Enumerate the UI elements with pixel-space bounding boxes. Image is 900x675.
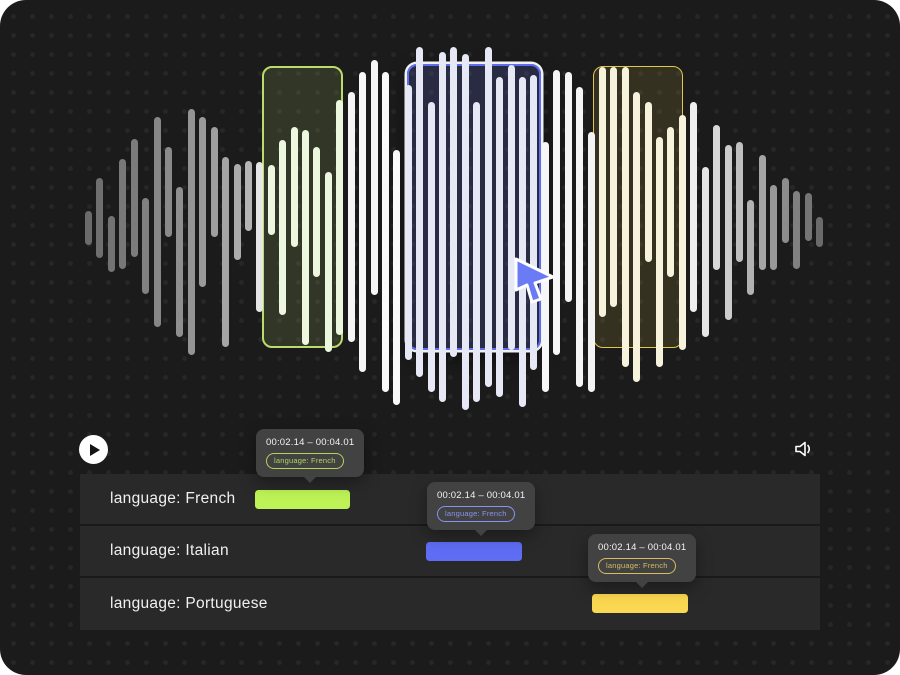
waveform-bar xyxy=(461,54,469,410)
track-label: language: French xyxy=(110,490,236,507)
waveform-bar xyxy=(290,127,298,247)
waveform-bar xyxy=(587,132,595,392)
waveform-bar xyxy=(598,67,606,317)
waveform-bar xyxy=(381,72,389,392)
waveform-bar xyxy=(690,102,698,312)
track-label: language: Italian xyxy=(110,542,229,559)
waveform-bar xyxy=(164,147,172,237)
waveform-bar xyxy=(153,117,161,327)
waveform-bar xyxy=(621,67,629,367)
waveform-bar xyxy=(416,47,424,377)
segment-tooltip-portuguese: 00:02.14 – 00:04.01 language: French xyxy=(588,534,697,582)
waveform-bar xyxy=(519,77,526,407)
waveform-bar xyxy=(633,92,641,382)
waveform-bar xyxy=(233,164,241,260)
waveform-bar xyxy=(701,167,709,337)
waveform-bar xyxy=(176,187,184,337)
waveform-bar xyxy=(507,64,515,350)
segment-bar-french[interactable] xyxy=(255,490,350,509)
waveform-bar xyxy=(244,161,252,231)
waveform-bar xyxy=(770,184,778,270)
waveform-bar xyxy=(336,99,344,335)
waveform-bar xyxy=(496,77,504,397)
waveform-bar xyxy=(793,191,800,269)
waveform-bar xyxy=(85,211,92,245)
waveform-bar xyxy=(530,74,538,370)
waveform-bar xyxy=(576,87,584,387)
track-row-italian[interactable]: language: Italian xyxy=(80,526,820,578)
tooltip-time-range: 00:02.14 – 00:04.01 xyxy=(266,437,355,448)
waveform-bar xyxy=(564,72,572,302)
waveform-bar xyxy=(302,129,309,345)
waveform-bar xyxy=(815,217,823,247)
tooltip-language-chip: language: French xyxy=(598,558,676,574)
waveform-bar xyxy=(713,124,721,270)
waveform-bar xyxy=(644,102,652,262)
waveform-bar xyxy=(678,114,686,350)
waveform-bar xyxy=(656,137,663,367)
waveform-bar xyxy=(267,165,275,235)
waveform-bar xyxy=(747,199,755,295)
tooltip-time-range: 00:02.14 – 00:04.01 xyxy=(598,542,687,553)
volume-icon[interactable] xyxy=(792,437,816,466)
segment-tooltip-french: 00:02.14 – 00:04.01 language: French xyxy=(256,429,365,477)
waveform-bar xyxy=(347,92,355,342)
waveform-bar xyxy=(439,52,446,402)
waveform-bar xyxy=(427,102,435,392)
waveform-bar xyxy=(781,177,789,243)
volume-speaker-icon xyxy=(795,441,811,457)
waveform-bar xyxy=(324,172,332,352)
waveform-bar xyxy=(450,47,458,357)
waveform-bar xyxy=(735,142,743,262)
waveform-bar xyxy=(199,117,207,287)
tooltip-language-chip: language: French xyxy=(266,453,344,469)
waveform-bar xyxy=(393,149,401,405)
waveform-bar xyxy=(541,142,549,392)
waveform-bar xyxy=(107,216,115,272)
waveform-bar xyxy=(758,154,766,270)
waveform-bar xyxy=(130,139,138,257)
waveform-bar xyxy=(359,72,367,372)
waveform-bar xyxy=(610,67,618,307)
waveform-bar xyxy=(667,127,675,277)
pointer-cursor-icon xyxy=(514,257,555,304)
waveform-bar xyxy=(484,47,492,387)
waveform-bar xyxy=(210,127,218,237)
waveform-bar xyxy=(473,102,481,402)
waveform-bar xyxy=(222,157,229,347)
waveform-bar xyxy=(804,193,812,241)
waveform-bar xyxy=(313,147,321,277)
waveform-bar xyxy=(724,144,732,320)
play-button[interactable] xyxy=(79,435,108,464)
waveform-bar xyxy=(187,109,195,355)
waveform-bar xyxy=(256,162,264,312)
track-label: language: Portuguese xyxy=(110,595,268,612)
waveform-bar xyxy=(119,159,127,269)
tooltip-time-range: 00:02.14 – 00:04.01 xyxy=(437,490,526,501)
segment-bar-portuguese[interactable] xyxy=(592,594,688,613)
play-icon xyxy=(90,443,100,456)
waveform-bar xyxy=(404,84,412,360)
segment-tooltip-italian: 00:02.14 – 00:04.01 language: French xyxy=(427,482,536,530)
track-row-portuguese[interactable]: language: Portuguese xyxy=(80,578,820,630)
waveform-bar xyxy=(553,69,561,355)
segment-bar-italian[interactable] xyxy=(426,542,522,561)
waveform-bar xyxy=(96,178,104,258)
waveform-bar xyxy=(370,59,378,295)
waveform-bar xyxy=(142,198,150,294)
waveform-bar xyxy=(279,139,287,315)
tooltip-language-chip: language: French xyxy=(437,506,515,522)
